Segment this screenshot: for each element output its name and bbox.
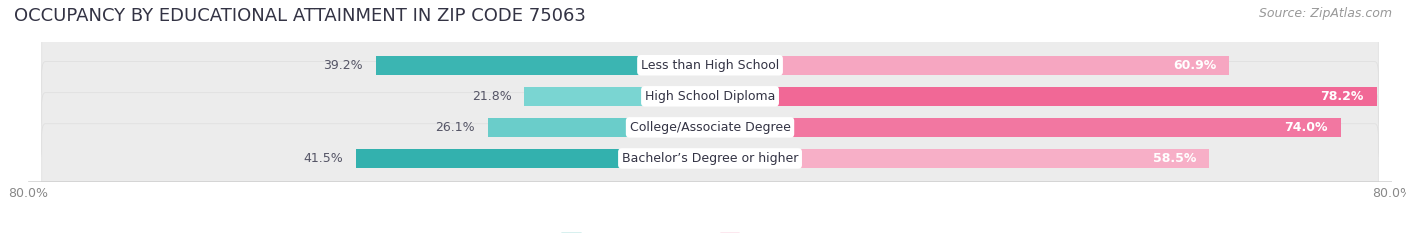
- Bar: [710, 87, 1376, 106]
- FancyBboxPatch shape: [42, 62, 1378, 131]
- Text: High School Diploma: High School Diploma: [645, 90, 775, 103]
- Text: 60.9%: 60.9%: [1173, 59, 1216, 72]
- Text: 41.5%: 41.5%: [304, 152, 343, 165]
- Bar: [524, 87, 710, 106]
- Bar: [375, 56, 710, 75]
- FancyBboxPatch shape: [42, 124, 1378, 193]
- Text: Source: ZipAtlas.com: Source: ZipAtlas.com: [1258, 7, 1392, 20]
- Bar: [710, 118, 1341, 137]
- Text: 78.2%: 78.2%: [1320, 90, 1364, 103]
- Text: 74.0%: 74.0%: [1285, 121, 1329, 134]
- Text: College/Associate Degree: College/Associate Degree: [630, 121, 790, 134]
- Bar: [710, 56, 1229, 75]
- Bar: [710, 149, 1209, 168]
- Bar: [356, 149, 710, 168]
- FancyBboxPatch shape: [42, 31, 1378, 100]
- FancyBboxPatch shape: [42, 93, 1378, 162]
- Text: OCCUPANCY BY EDUCATIONAL ATTAINMENT IN ZIP CODE 75063: OCCUPANCY BY EDUCATIONAL ATTAINMENT IN Z…: [14, 7, 586, 25]
- Bar: [488, 118, 710, 137]
- Text: 39.2%: 39.2%: [323, 59, 363, 72]
- Text: Bachelor’s Degree or higher: Bachelor’s Degree or higher: [621, 152, 799, 165]
- Text: Less than High School: Less than High School: [641, 59, 779, 72]
- Text: 21.8%: 21.8%: [471, 90, 512, 103]
- Text: 26.1%: 26.1%: [434, 121, 475, 134]
- Text: 58.5%: 58.5%: [1153, 152, 1197, 165]
- Legend: Owner-occupied, Renter-occupied: Owner-occupied, Renter-occupied: [555, 228, 865, 233]
